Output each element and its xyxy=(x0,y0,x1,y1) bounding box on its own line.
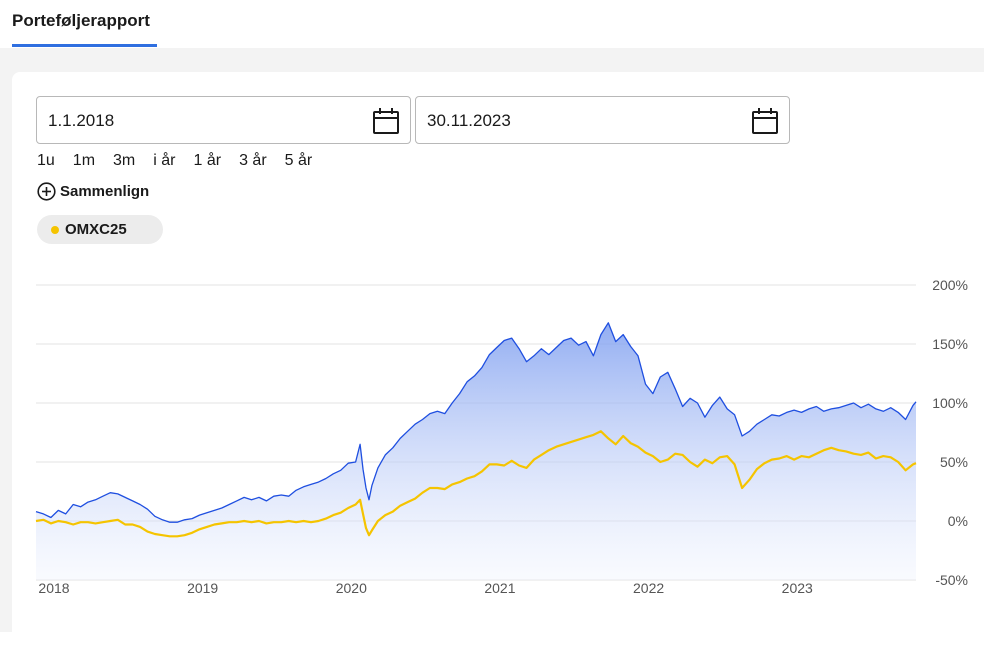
x-tick-label: 2022 xyxy=(633,580,664,596)
x-tick-label: 2020 xyxy=(336,580,367,596)
y-tick-label: 0% xyxy=(948,513,968,529)
benchmark-line xyxy=(35,430,917,538)
date-from-field[interactable]: 1.1.2018 xyxy=(36,96,411,144)
portfolio-area xyxy=(36,322,916,580)
y-tick-label: 200% xyxy=(932,277,968,293)
y-tick-label: -50% xyxy=(935,572,968,588)
performance-chart: 200%150%100%50%0%-50% 2018 2019 2020 2021 20… xyxy=(35,277,968,596)
range-5y[interactable]: 5 år xyxy=(284,152,313,169)
date-from-value: 1.1.2018 xyxy=(48,111,115,130)
chart-series xyxy=(35,322,917,580)
compare-button[interactable]: Sammenlign xyxy=(37,182,149,201)
range-1m[interactable]: 1m xyxy=(72,152,96,169)
calendar-icon[interactable] xyxy=(372,107,400,135)
benchmark-chip[interactable]: OMXC25 xyxy=(37,215,163,244)
range-1y[interactable]: 1 år xyxy=(193,152,222,169)
benchmark-dot-icon xyxy=(51,225,59,234)
date-to-value: 30.11.2023 xyxy=(427,111,511,130)
y-tick-label: 100% xyxy=(932,395,968,411)
y-tick-label: 150% xyxy=(932,336,968,352)
benchmark-label: OMXC25 xyxy=(65,221,127,238)
y-tick-label: 50% xyxy=(940,454,968,470)
range-3y[interactable]: 3 år xyxy=(239,152,267,169)
top-bar: Porteføljerapport xyxy=(0,0,984,48)
compare-label: Sammenlign xyxy=(60,183,150,200)
active-tab-indicator xyxy=(12,44,157,47)
range-3m[interactable]: 3m xyxy=(113,152,136,169)
date-to-field[interactable]: 30.11.2023 xyxy=(415,96,790,144)
x-tick-label: 2023 xyxy=(782,580,813,596)
portfolio-line xyxy=(35,322,917,523)
y-axis-ticks: 200% 150% 100% 50% 0% -50% xyxy=(932,277,968,588)
plus-circle-icon xyxy=(37,182,56,201)
x-tick-label: 2018 xyxy=(38,580,69,596)
range-ytd[interactable]: i år xyxy=(153,152,176,169)
x-axis-ticks: 2018 2019 2020 2021 2022 2023 xyxy=(38,580,813,596)
calendar-icon[interactable] xyxy=(751,107,779,135)
range-selector: 1u 1m 3m i år 1 år 3 år 5 år xyxy=(37,152,330,170)
range-1u[interactable]: 1u xyxy=(37,152,55,169)
tab-portfolio-report[interactable]: Porteføljerapport xyxy=(12,11,150,30)
x-tick-label: 2019 xyxy=(187,580,218,596)
x-tick-label: 2021 xyxy=(484,580,515,596)
